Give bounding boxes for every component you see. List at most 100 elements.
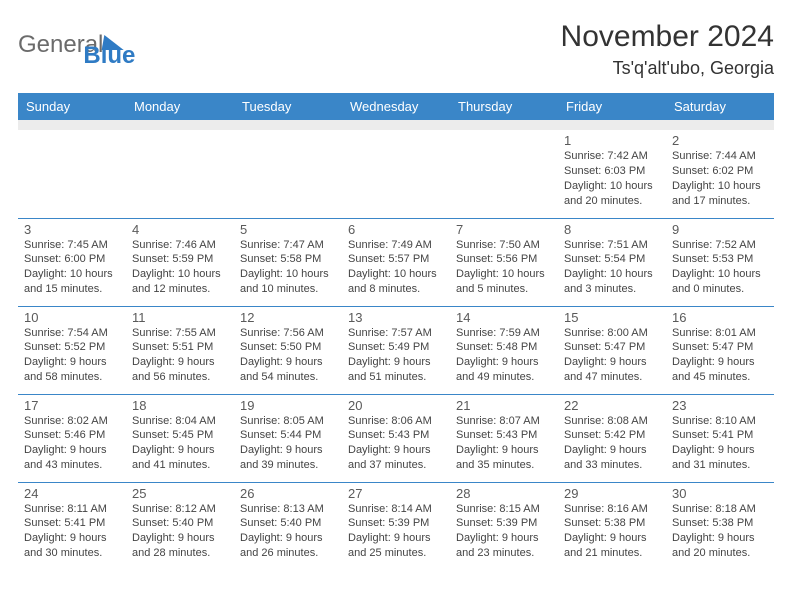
day-info-dl1: Daylight: 9 hours	[132, 531, 228, 546]
calendar-cell	[18, 130, 126, 218]
calendar-cell: 19Sunrise: 8:05 AMSunset: 5:44 PMDayligh…	[234, 394, 342, 482]
day-info-sunrise: Sunrise: 8:18 AM	[672, 502, 768, 517]
day-info-dl2: and 12 minutes.	[132, 282, 228, 297]
calendar-cell: 13Sunrise: 7:57 AMSunset: 5:49 PMDayligh…	[342, 306, 450, 394]
header: General Blue November 2024 Ts'q'alt'ubo,…	[18, 20, 774, 79]
day-info-sunset: Sunset: 5:45 PM	[132, 428, 228, 443]
day-info-dl1: Daylight: 9 hours	[348, 531, 444, 546]
day-info-dl1: Daylight: 9 hours	[456, 355, 552, 370]
day-number: 28	[456, 486, 552, 501]
day-info-sunset: Sunset: 5:39 PM	[348, 516, 444, 531]
day-info-dl2: and 20 minutes.	[564, 194, 660, 209]
day-info-sunrise: Sunrise: 7:56 AM	[240, 326, 336, 341]
day-info-dl1: Daylight: 9 hours	[348, 443, 444, 458]
day-number: 6	[348, 222, 444, 237]
day-info-sunset: Sunset: 5:47 PM	[672, 340, 768, 355]
day-info-dl2: and 3 minutes.	[564, 282, 660, 297]
day-number: 22	[564, 398, 660, 413]
day-info-dl2: and 15 minutes.	[24, 282, 120, 297]
day-info-dl2: and 41 minutes.	[132, 458, 228, 473]
day-info-sunset: Sunset: 5:40 PM	[132, 516, 228, 531]
day-info-sunrise: Sunrise: 8:01 AM	[672, 326, 768, 341]
day-info-dl2: and 30 minutes.	[24, 546, 120, 561]
day-info-dl2: and 23 minutes.	[456, 546, 552, 561]
week-row: 10Sunrise: 7:54 AMSunset: 5:52 PMDayligh…	[18, 306, 774, 394]
day-header-tuesday: Tuesday	[234, 93, 342, 120]
day-info-sunrise: Sunrise: 8:05 AM	[240, 414, 336, 429]
day-info-dl2: and 5 minutes.	[456, 282, 552, 297]
day-info-dl1: Daylight: 10 hours	[672, 179, 768, 194]
calendar-cell: 20Sunrise: 8:06 AMSunset: 5:43 PMDayligh…	[342, 394, 450, 482]
day-info-sunset: Sunset: 5:43 PM	[456, 428, 552, 443]
day-number: 3	[24, 222, 120, 237]
location: Ts'q'alt'ubo, Georgia	[561, 58, 774, 79]
day-info-sunset: Sunset: 5:48 PM	[456, 340, 552, 355]
day-info-sunrise: Sunrise: 7:42 AM	[564, 149, 660, 164]
day-info-sunset: Sunset: 5:43 PM	[348, 428, 444, 443]
day-info-dl2: and 54 minutes.	[240, 370, 336, 385]
day-info-sunrise: Sunrise: 7:51 AM	[564, 238, 660, 253]
day-info-sunset: Sunset: 5:41 PM	[24, 516, 120, 531]
calendar-cell: 15Sunrise: 8:00 AMSunset: 5:47 PMDayligh…	[558, 306, 666, 394]
day-info-sunrise: Sunrise: 7:55 AM	[132, 326, 228, 341]
day-info-sunrise: Sunrise: 8:00 AM	[564, 326, 660, 341]
day-number: 25	[132, 486, 228, 501]
calendar-cell: 27Sunrise: 8:14 AMSunset: 5:39 PMDayligh…	[342, 482, 450, 570]
day-info-dl1: Daylight: 9 hours	[240, 531, 336, 546]
day-info-dl1: Daylight: 9 hours	[564, 531, 660, 546]
day-header-wednesday: Wednesday	[342, 93, 450, 120]
calendar-cell: 9Sunrise: 7:52 AMSunset: 5:53 PMDaylight…	[666, 218, 774, 306]
calendar-cell: 10Sunrise: 7:54 AMSunset: 5:52 PMDayligh…	[18, 306, 126, 394]
day-info-sunrise: Sunrise: 7:50 AM	[456, 238, 552, 253]
day-info-sunrise: Sunrise: 8:11 AM	[24, 502, 120, 517]
day-info-dl2: and 49 minutes.	[456, 370, 552, 385]
day-info-sunrise: Sunrise: 8:10 AM	[672, 414, 768, 429]
day-info-dl1: Daylight: 9 hours	[240, 443, 336, 458]
day-header-saturday: Saturday	[666, 93, 774, 120]
day-info-sunset: Sunset: 6:02 PM	[672, 164, 768, 179]
day-info-sunrise: Sunrise: 7:47 AM	[240, 238, 336, 253]
day-info-sunset: Sunset: 5:42 PM	[564, 428, 660, 443]
day-number: 15	[564, 310, 660, 325]
day-header-friday: Friday	[558, 93, 666, 120]
calendar-cell: 1Sunrise: 7:42 AMSunset: 6:03 PMDaylight…	[558, 130, 666, 218]
day-info-sunset: Sunset: 5:40 PM	[240, 516, 336, 531]
day-info-dl2: and 0 minutes.	[672, 282, 768, 297]
spacer-row	[18, 120, 774, 130]
calendar-cell: 18Sunrise: 8:04 AMSunset: 5:45 PMDayligh…	[126, 394, 234, 482]
day-header-thursday: Thursday	[450, 93, 558, 120]
calendar-cell: 23Sunrise: 8:10 AMSunset: 5:41 PMDayligh…	[666, 394, 774, 482]
day-number: 10	[24, 310, 120, 325]
day-number: 23	[672, 398, 768, 413]
calendar-cell: 11Sunrise: 7:55 AMSunset: 5:51 PMDayligh…	[126, 306, 234, 394]
day-info-sunset: Sunset: 5:56 PM	[456, 252, 552, 267]
day-info-dl1: Daylight: 9 hours	[456, 531, 552, 546]
day-info-sunrise: Sunrise: 7:59 AM	[456, 326, 552, 341]
calendar-cell: 21Sunrise: 8:07 AMSunset: 5:43 PMDayligh…	[450, 394, 558, 482]
day-number: 12	[240, 310, 336, 325]
day-info-dl2: and 28 minutes.	[132, 546, 228, 561]
day-header-sunday: Sunday	[18, 93, 126, 120]
day-info-sunset: Sunset: 5:57 PM	[348, 252, 444, 267]
day-number: 4	[132, 222, 228, 237]
day-info-sunset: Sunset: 5:50 PM	[240, 340, 336, 355]
day-info-dl2: and 31 minutes.	[672, 458, 768, 473]
calendar-cell: 14Sunrise: 7:59 AMSunset: 5:48 PMDayligh…	[450, 306, 558, 394]
day-number: 1	[564, 133, 660, 148]
day-number: 8	[564, 222, 660, 237]
day-number: 30	[672, 486, 768, 501]
day-info-sunset: Sunset: 5:41 PM	[672, 428, 768, 443]
day-info-sunrise: Sunrise: 7:44 AM	[672, 149, 768, 164]
logo-triangle-icon	[102, 35, 127, 50]
day-info-sunrise: Sunrise: 8:06 AM	[348, 414, 444, 429]
day-info-sunset: Sunset: 6:00 PM	[24, 252, 120, 267]
day-info-sunset: Sunset: 6:03 PM	[564, 164, 660, 179]
calendar-cell: 8Sunrise: 7:51 AMSunset: 5:54 PMDaylight…	[558, 218, 666, 306]
calendar-cell: 5Sunrise: 7:47 AMSunset: 5:58 PMDaylight…	[234, 218, 342, 306]
day-info-sunset: Sunset: 5:51 PM	[132, 340, 228, 355]
day-info-dl1: Daylight: 9 hours	[456, 443, 552, 458]
day-info-dl1: Daylight: 10 hours	[240, 267, 336, 282]
day-info-sunset: Sunset: 5:47 PM	[564, 340, 660, 355]
day-info-sunrise: Sunrise: 8:02 AM	[24, 414, 120, 429]
day-number: 21	[456, 398, 552, 413]
